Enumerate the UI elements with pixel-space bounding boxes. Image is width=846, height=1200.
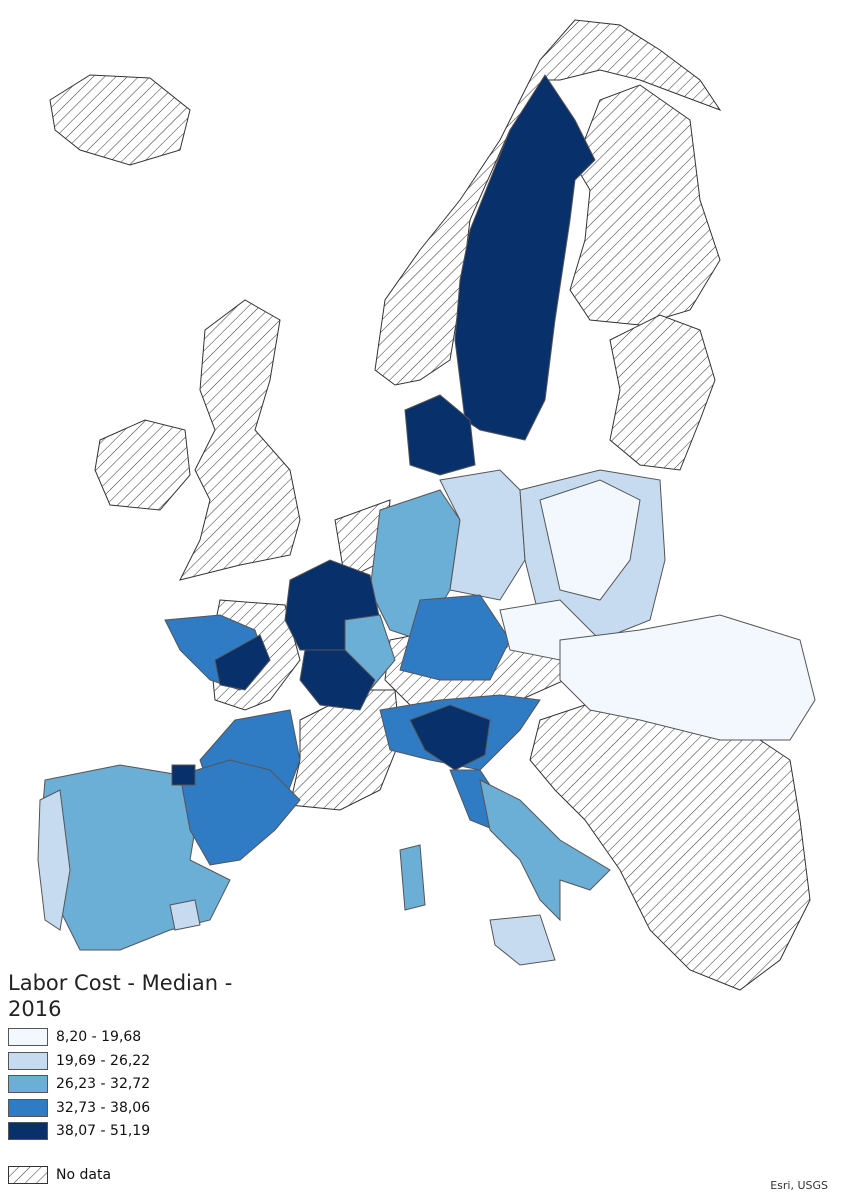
- legend-label: 19,69 - 26,22: [56, 1052, 151, 1069]
- iceland: [49, 74, 191, 166]
- legend-swatch: [8, 1051, 48, 1070]
- hungary-romania: [559, 614, 816, 741]
- legend-label: 8,20 - 19,68: [56, 1029, 142, 1045]
- germany-east: [439, 469, 526, 601]
- legend-swatch: [8, 1075, 48, 1093]
- legend-label: 38,07 - 51,19: [56, 1123, 151, 1139]
- legend-item: 32,73 - 38,06: [8, 1098, 150, 1118]
- attribution: Esri, USGS: [770, 1179, 828, 1192]
- legend-swatch: [8, 1166, 48, 1184]
- bavaria: [399, 594, 511, 681]
- legend-title: Labor Cost - Median - 2016: [8, 971, 233, 1021]
- legend-item: 26,23 - 32,72: [8, 1074, 150, 1094]
- france-centre: [299, 649, 376, 711]
- france-south: [289, 689, 401, 811]
- loire: [214, 634, 271, 691]
- great-britain: [179, 299, 301, 581]
- legend-swatch: [8, 1098, 48, 1117]
- finland: [569, 84, 721, 326]
- ireland: [94, 419, 191, 511]
- sweden: [454, 74, 596, 441]
- balkans: [529, 699, 811, 991]
- legend-item: 38,07 - 51,19: [8, 1121, 150, 1141]
- legend-item: 8,20 - 19,68: [8, 1027, 141, 1047]
- emilia-lombardy: [409, 704, 491, 771]
- legend-item: 19,69 - 26,22: [8, 1051, 150, 1071]
- sardinia: [399, 844, 426, 911]
- portugal: [37, 789, 71, 931]
- legend-item: No data: [8, 1165, 111, 1185]
- legend-swatch: [8, 1122, 48, 1140]
- murcia: [169, 899, 201, 931]
- legend-label: 26,23 - 32,72: [56, 1076, 151, 1092]
- basque: [171, 764, 196, 786]
- spain-northeast: [179, 759, 301, 866]
- southern-italy: [479, 779, 611, 922]
- baltics: [609, 314, 716, 471]
- legend-label: No data: [56, 1167, 112, 1183]
- legend-label: 32,73 - 38,06: [56, 1099, 151, 1116]
- sicily: [489, 914, 556, 966]
- denmark: [404, 394, 476, 476]
- poland-east: [539, 479, 641, 601]
- legend-swatch: [8, 1028, 48, 1046]
